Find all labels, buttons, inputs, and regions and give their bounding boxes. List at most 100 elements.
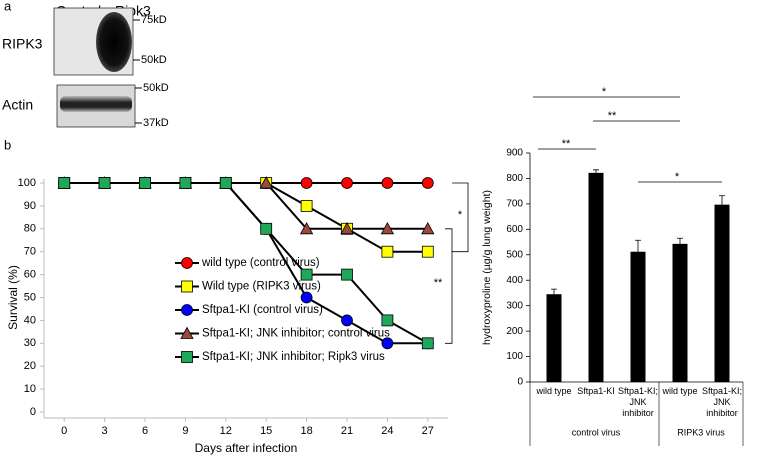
significance-bracket [452, 182, 469, 253]
x-tick-label: wild type [662, 386, 698, 396]
legend-label: Sftpa1-KI; JNK inhibitor; control virus [202, 328, 390, 340]
point [421, 221, 435, 235]
point [139, 177, 151, 189]
panel-label: a [4, 0, 12, 13]
legend-marker [181, 257, 193, 269]
blot-band [60, 96, 132, 112]
point [381, 314, 394, 327]
x-tick-label: 9 [182, 425, 188, 437]
point [381, 245, 394, 258]
legend-label: Sftpa1-KI; JNK inhibitor; Ripk3 virus [202, 351, 385, 363]
y-tick-label: 500 [506, 249, 523, 260]
legend-label: wild type (control virus) [201, 257, 320, 269]
blot-band [96, 12, 132, 72]
bar [672, 243, 688, 382]
y-tick-label: 800 [506, 173, 523, 184]
y-tick-label: 40 [24, 314, 36, 326]
point [300, 199, 313, 212]
y-tick-label: 90 [24, 200, 36, 212]
error-bar [551, 288, 557, 295]
group-label: RIPK3 virus [677, 427, 725, 437]
y-tick-label: 80 [24, 223, 36, 235]
y-tick-label: 0 [517, 377, 523, 388]
y-tick-label: 10 [24, 383, 36, 395]
marker-label: 50kD [143, 82, 169, 94]
bar [630, 251, 646, 382]
point [341, 177, 353, 189]
legend-marker [181, 351, 193, 363]
y-axis-label: Survival (%) [6, 265, 20, 330]
x-tick-label: 18 [300, 425, 312, 437]
point [340, 221, 354, 235]
error-bar [719, 195, 725, 205]
y-axis-label: hydroxyproline (µg/g lung weight) [481, 190, 493, 345]
error-bar [635, 239, 641, 252]
x-tick-label: 0 [61, 425, 67, 437]
point [259, 176, 273, 189]
marker-label: 50kD [141, 54, 167, 66]
y-tick-label: 20 [24, 360, 36, 372]
legend-marker [181, 304, 193, 316]
point [179, 177, 192, 189]
x-tick-label: 15 [260, 425, 272, 437]
significance-label: ** [562, 138, 571, 150]
y-tick-label: 900 [506, 148, 523, 159]
bar [714, 204, 730, 382]
bar [588, 172, 604, 382]
point [300, 268, 313, 281]
point [98, 177, 111, 189]
significance-bracket [445, 228, 453, 344]
significance-label: * [602, 86, 607, 98]
group-label: control virus [572, 427, 621, 437]
x-tick-label: 21 [341, 425, 353, 437]
point [300, 177, 313, 189]
y-tick-label: 0 [30, 406, 36, 418]
marker-label: 75kD [141, 14, 167, 26]
series-line [64, 182, 429, 345]
y-tick-label: 50 [24, 291, 36, 303]
point [260, 222, 273, 235]
significance-label: ** [608, 110, 617, 122]
point [421, 337, 434, 350]
point [381, 177, 394, 189]
x-tick-label: 27 [422, 425, 434, 437]
point [421, 245, 434, 258]
y-tick-label: 30 [24, 337, 36, 349]
point [219, 177, 232, 189]
error-bar [677, 237, 683, 244]
point [341, 268, 353, 281]
point [381, 337, 394, 350]
y-tick-label: 700 [506, 199, 523, 210]
significance-label: * [458, 209, 463, 221]
significance-label: ** [434, 277, 443, 289]
x-tick-label: Sftpa1-KI; JNK inhibitor [701, 386, 743, 418]
y-tick-label: 60 [24, 269, 36, 281]
legend-marker [181, 280, 193, 293]
x-tick-label: 6 [142, 425, 148, 437]
y-tick-label: 600 [506, 224, 523, 235]
y-tick-label: 400 [506, 275, 523, 286]
x-tick-label: Sftpa1-KI [577, 386, 615, 396]
x-tick-label: Sftpa1-KI; JNK inhibitor [617, 386, 659, 418]
x-tick-label: wild type [536, 386, 572, 396]
x-tick-label: 24 [381, 425, 393, 437]
y-tick-label: 100 [18, 177, 36, 189]
significance-label: * [675, 171, 680, 183]
point [341, 314, 353, 327]
marker-label: 37kD [143, 117, 169, 129]
point [300, 291, 313, 304]
point [380, 221, 395, 235]
legend-marker [180, 326, 194, 339]
x-axis-label: Days after infection [195, 441, 298, 455]
x-tick-label: 3 [102, 425, 108, 437]
y-tick-label: 100 [506, 351, 523, 362]
y-tick-label: 200 [506, 326, 523, 337]
y-tick-label: 300 [506, 300, 523, 311]
row-label: RIPK3 [2, 36, 43, 52]
bar [546, 294, 562, 382]
error-bar [593, 169, 599, 173]
panel-label: b [4, 137, 11, 152]
y-tick-label: 70 [24, 246, 36, 258]
